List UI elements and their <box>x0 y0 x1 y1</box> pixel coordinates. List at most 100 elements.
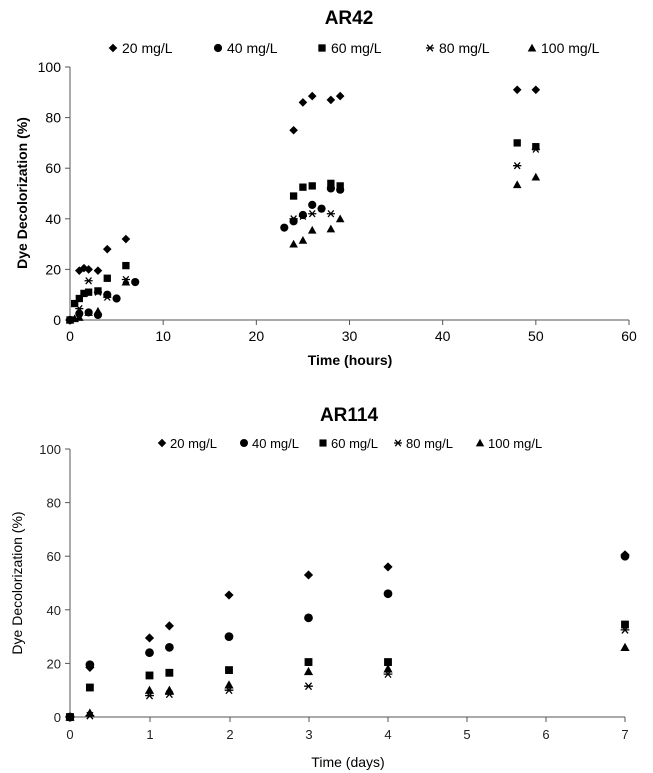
data-point <box>531 145 540 153</box>
legend-label: 40 mg/L <box>227 40 278 56</box>
y-tick-label: 0 <box>54 710 61 725</box>
data-point <box>84 265 93 274</box>
data-point <box>383 664 393 673</box>
data-point <box>513 161 522 170</box>
data-point <box>308 182 316 190</box>
data-point <box>122 261 130 270</box>
legend-marker <box>240 439 248 447</box>
data-point <box>71 299 79 308</box>
legend-marker <box>318 44 326 52</box>
y-axis-label: Dye Decolorization (%) <box>14 117 30 269</box>
legend-marker <box>425 44 435 52</box>
legend-item: 20 mg/L <box>157 436 217 451</box>
data-point <box>326 210 335 218</box>
data-point <box>75 313 84 321</box>
data-point <box>112 294 121 303</box>
data-point <box>513 139 521 147</box>
legend-label: 80 mg/L <box>406 436 453 451</box>
data-point <box>383 562 393 572</box>
legend-item: 40 mg/L <box>240 436 299 451</box>
data-point <box>531 85 541 95</box>
legend-item: 20 mg/L <box>108 40 173 56</box>
x-tick-label: 20 <box>249 328 265 344</box>
x-tick-label: 0 <box>66 328 74 344</box>
data-point <box>84 308 93 316</box>
data-point <box>75 294 83 303</box>
legend-label: 100 mg/L <box>488 436 542 451</box>
legend-label: 60 mg/L <box>331 40 382 56</box>
legend-item: 60 mg/L <box>319 436 378 451</box>
data-point <box>280 223 289 232</box>
data-point <box>103 293 112 301</box>
legend-item: 100 mg/L <box>475 436 542 451</box>
data-point <box>289 192 298 200</box>
data-point <box>304 682 313 691</box>
data-point <box>145 648 154 658</box>
data-point <box>336 182 344 190</box>
legend: 20 mg/L 40 mg/L 60 mg/L 80 mg/L 100 mg/L <box>108 40 600 56</box>
data-point <box>65 712 75 721</box>
legend: 20 mg/L 40 mg/L 60 mg/L 80 mg/L 100 mg/L <box>157 436 542 451</box>
series-triangle <box>65 172 541 324</box>
x-tick-label: 5 <box>463 727 470 742</box>
plot-area <box>65 85 541 325</box>
legend-item: 100 mg/L <box>527 40 600 56</box>
data-point <box>224 590 234 600</box>
data-point <box>304 613 313 623</box>
data-point <box>225 666 233 675</box>
data-point <box>326 95 336 105</box>
data-point <box>75 304 84 313</box>
x-axis-label: Time (hours) <box>308 352 393 368</box>
data-point <box>298 210 308 220</box>
legend-item: 80 mg/L <box>394 436 453 451</box>
data-point <box>145 671 154 680</box>
data-point <box>224 632 234 641</box>
x-tick-label: 50 <box>528 328 544 344</box>
x-tick-label: 3 <box>305 727 312 742</box>
series-square <box>66 139 540 324</box>
legend-marker <box>527 43 537 52</box>
y-axis-label: Dye Decolorization (%) <box>9 511 25 654</box>
data-point <box>224 680 234 689</box>
data-point <box>335 214 345 223</box>
legend-label: 40 mg/L <box>252 436 299 451</box>
data-point <box>298 236 308 244</box>
data-point <box>532 143 540 151</box>
legend-marker <box>394 439 402 447</box>
y-tick-label: 100 <box>38 59 62 75</box>
data-point <box>620 551 630 561</box>
data-point <box>93 306 103 315</box>
legend-marker <box>157 438 167 448</box>
plot-area <box>65 550 630 722</box>
y-tick-label: 100 <box>39 442 61 457</box>
data-point <box>308 210 317 218</box>
y-tick-label: 0 <box>53 312 61 328</box>
data-point <box>103 274 111 282</box>
data-point <box>289 215 298 223</box>
legend-item: 60 mg/L <box>318 40 382 56</box>
data-point <box>620 642 630 651</box>
x-tick-label: 10 <box>155 328 171 344</box>
data-point <box>327 179 335 188</box>
chart-title: AR114 <box>320 405 379 426</box>
y-tick-label: 40 <box>45 211 61 227</box>
chart-ar42: AR42 20 mg/L 40 mg/L 60 mg/L 80 mg/L 100 mg/… <box>14 8 637 368</box>
legend-item: 40 mg/L <box>213 40 278 56</box>
series-star <box>65 145 540 324</box>
data-point <box>102 244 112 254</box>
data-point <box>317 204 326 213</box>
data-point <box>85 683 94 692</box>
data-point <box>298 212 308 220</box>
data-point <box>298 98 308 107</box>
data-point <box>131 277 140 287</box>
data-point <box>303 570 314 580</box>
data-point <box>165 668 174 677</box>
legend-label: 100 mg/L <box>541 40 600 56</box>
data-point <box>94 287 102 295</box>
legend-label: 80 mg/L <box>439 40 490 56</box>
data-point <box>620 625 630 634</box>
data-point <box>512 85 522 95</box>
data-point <box>307 91 317 101</box>
x-tick-label: 0 <box>66 727 73 742</box>
